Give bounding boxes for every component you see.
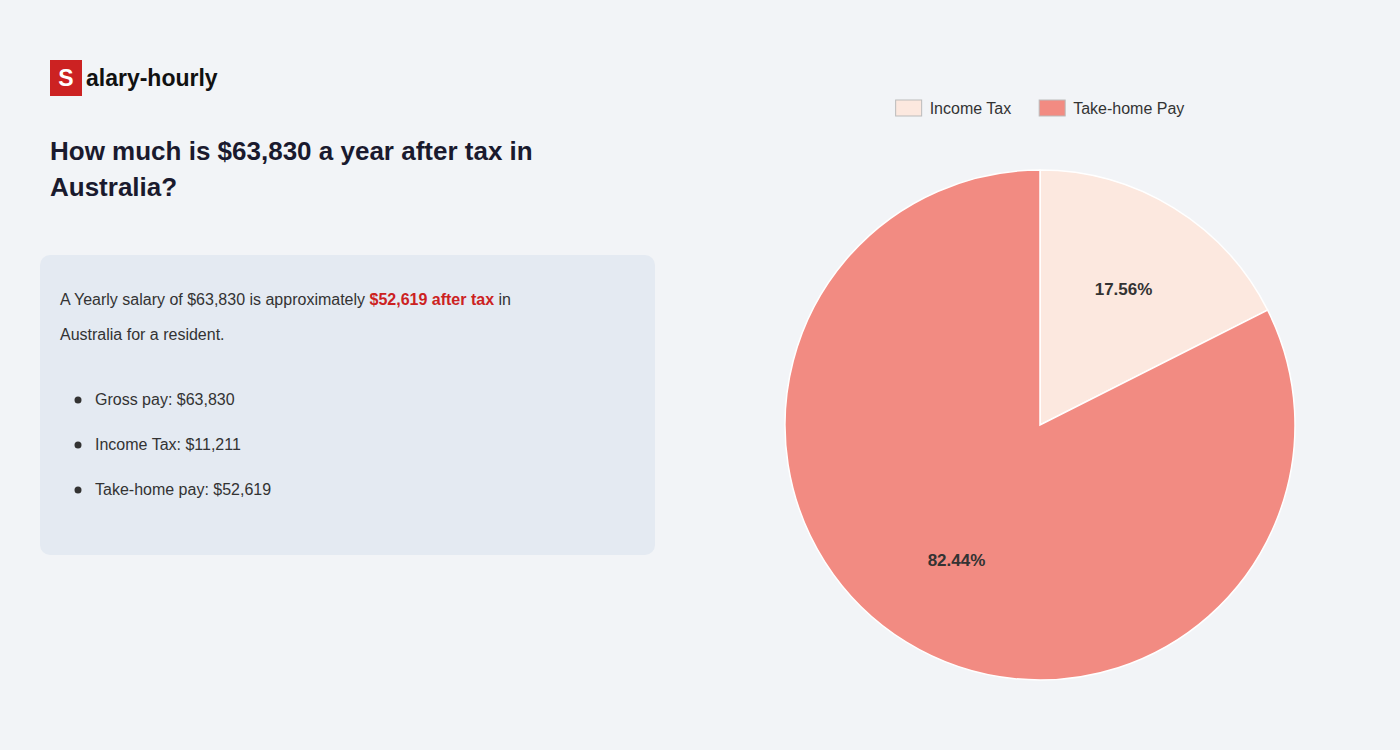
info-text-part: A Yearly salary of $63,830 is approximat…	[60, 291, 370, 308]
info-text: Australia for a resident.	[60, 326, 225, 343]
logo-text: alary-hourly	[86, 65, 218, 91]
title: How much is $63,830 a year after tax inA…	[50, 136, 533, 202]
pie: 17.56% 82.44%	[785, 170, 1295, 680]
info-text-part: in	[494, 291, 511, 308]
legend-label: Income Tax	[930, 100, 1012, 117]
bullet-item: Income Tax: $11,211	[95, 436, 241, 453]
text-panel: Salary-hourly How much is $63,830 a year …	[40, 60, 655, 555]
logo-letter: S	[58, 65, 73, 91]
info-highlight: $52,619 after tax	[370, 291, 495, 308]
data-label: 82.44%	[928, 551, 986, 570]
data-label: 17.56%	[1095, 280, 1153, 299]
bullet-item: Gross pay: $63,830	[95, 391, 235, 408]
bullet-dot	[75, 397, 82, 404]
legend-item: Take-home Pay	[1039, 100, 1184, 117]
background	[0, 0, 1400, 750]
bullet-dot	[75, 487, 82, 494]
info-text: A Yearly salary of $63,830 is approximat…	[60, 291, 511, 308]
legend-item: Income Tax	[896, 100, 1012, 117]
legend-label: Take-home Pay	[1073, 100, 1184, 117]
bullet-dot	[75, 442, 82, 449]
info-box	[40, 255, 655, 555]
legend: Income Tax Take-home Pay	[896, 100, 1185, 117]
chart-root: Salary-hourly How much is $63,830 a year …	[0, 0, 1400, 750]
legend-swatch	[896, 100, 922, 116]
logo-box	[50, 60, 82, 96]
bullet-item: Take-home pay: $52,619	[95, 481, 271, 498]
pie-slice	[785, 170, 1295, 680]
legend-swatch	[1039, 100, 1065, 116]
